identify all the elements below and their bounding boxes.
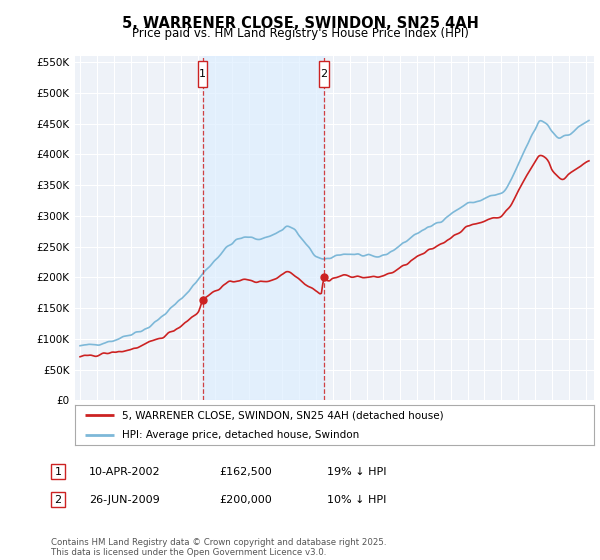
Bar — [319, 61, 329, 87]
Text: 2: 2 — [320, 69, 328, 79]
Text: 2: 2 — [55, 494, 61, 505]
Bar — [198, 61, 207, 87]
Text: Contains HM Land Registry data © Crown copyright and database right 2025.
This d: Contains HM Land Registry data © Crown c… — [51, 538, 386, 557]
Text: 19% ↓ HPI: 19% ↓ HPI — [327, 466, 386, 477]
Text: 10% ↓ HPI: 10% ↓ HPI — [327, 494, 386, 505]
Text: £162,500: £162,500 — [219, 466, 272, 477]
Text: 5, WARRENER CLOSE, SWINDON, SN25 4AH (detached house): 5, WARRENER CLOSE, SWINDON, SN25 4AH (de… — [122, 410, 443, 421]
Text: 5, WARRENER CLOSE, SWINDON, SN25 4AH: 5, WARRENER CLOSE, SWINDON, SN25 4AH — [122, 16, 478, 31]
Text: 1: 1 — [199, 69, 206, 79]
Text: HPI: Average price, detached house, Swindon: HPI: Average price, detached house, Swin… — [122, 430, 359, 440]
Text: 1: 1 — [55, 466, 61, 477]
Text: £200,000: £200,000 — [219, 494, 272, 505]
Bar — [203, 56, 324, 400]
Text: 10-APR-2002: 10-APR-2002 — [89, 466, 160, 477]
Text: 26-JUN-2009: 26-JUN-2009 — [89, 494, 160, 505]
Text: Price paid vs. HM Land Registry's House Price Index (HPI): Price paid vs. HM Land Registry's House … — [131, 27, 469, 40]
